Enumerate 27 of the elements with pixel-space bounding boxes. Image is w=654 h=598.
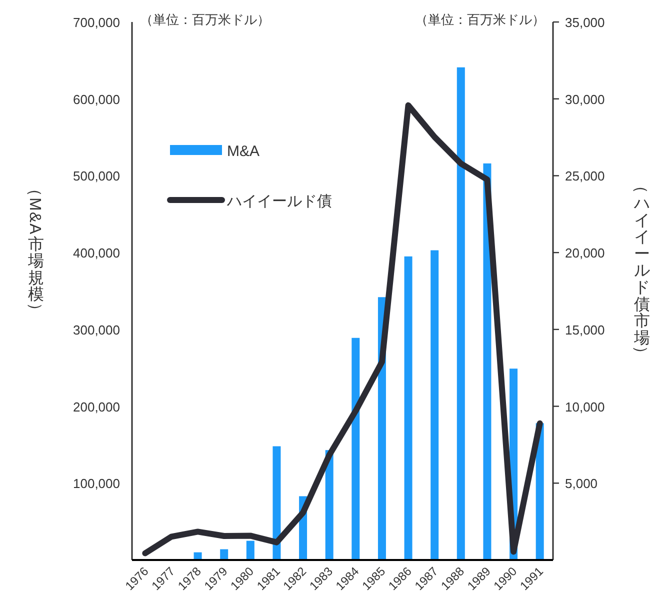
bar [404, 256, 412, 560]
annotation: （単位：百万米ドル） [415, 12, 545, 27]
text: （M&A市場規模） [26, 180, 44, 318]
y-tick-label: 600,000 [73, 92, 120, 107]
text: （ハイイールド債市場） [632, 177, 650, 362]
y-tick-label: 300,000 [73, 322, 120, 338]
y2-tick-label: 30,000 [565, 92, 605, 107]
legend-label: ハイイールド債 [226, 193, 332, 210]
y-tick-label: 400,000 [73, 246, 120, 261]
y2-tick-label: 15,000 [565, 322, 605, 338]
y-tick-label: 200,000 [73, 399, 120, 414]
y-tick-label: 700,000 [73, 15, 120, 30]
bar [246, 540, 254, 560]
bar [430, 250, 439, 560]
y-tick-label: 500,000 [73, 168, 120, 184]
y2-tick-label: 35,000 [565, 15, 605, 30]
bar [456, 67, 465, 560]
bar [220, 549, 228, 560]
bar [272, 446, 281, 560]
bar [352, 338, 360, 560]
y2-tick-label: 20,000 [565, 246, 605, 261]
y2-tick-label: 5,000 [565, 476, 598, 492]
y2-tick-label: 25,000 [565, 168, 605, 184]
y2-tick-label: 10,000 [565, 399, 605, 414]
legend-label: M&A [227, 143, 260, 160]
y-tick-label: 100,000 [73, 476, 120, 492]
annotation: （単位：百万米ドル） [140, 12, 270, 27]
